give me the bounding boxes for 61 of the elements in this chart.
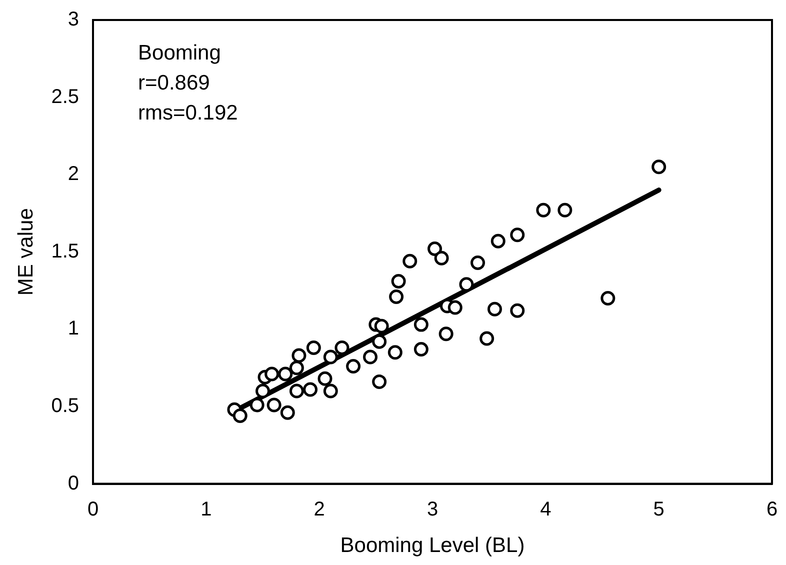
point — [266, 398, 282, 412]
point — [278, 366, 293, 382]
point — [652, 160, 666, 174]
point — [600, 291, 616, 306]
point — [334, 340, 350, 355]
x-tick-label: 0 — [87, 498, 99, 520]
point — [459, 277, 474, 292]
point — [256, 384, 270, 398]
point — [372, 374, 387, 390]
point — [434, 250, 449, 266]
point — [414, 317, 428, 332]
point — [264, 366, 280, 382]
point — [374, 318, 389, 334]
point — [323, 350, 338, 364]
point — [318, 371, 332, 386]
point — [438, 326, 454, 342]
point — [280, 405, 295, 420]
point — [303, 382, 318, 397]
x-tick-label: 2 — [314, 498, 325, 520]
point — [346, 359, 361, 374]
y-tick-label: 1.5 — [51, 240, 80, 262]
point — [391, 274, 406, 289]
point — [250, 398, 264, 412]
point — [306, 340, 321, 355]
point — [389, 289, 404, 304]
point — [414, 342, 428, 357]
point — [510, 228, 525, 242]
annotation: rms=0.192 — [138, 101, 238, 124]
x-tick-label: 1 — [200, 498, 212, 520]
point — [558, 202, 572, 218]
x-tick-label: 5 — [653, 498, 664, 520]
x-tick-label: 4 — [540, 498, 552, 520]
x-tick-label: 3 — [426, 498, 438, 520]
point — [510, 303, 525, 318]
point — [289, 360, 304, 376]
point — [323, 384, 338, 398]
y-tick-label: 2 — [68, 163, 80, 186]
annotation: r=0.869 — [138, 71, 210, 94]
point — [388, 345, 402, 360]
point — [232, 408, 248, 424]
annotation: Booming — [138, 41, 221, 64]
y-axis-title: ME value — [14, 208, 38, 296]
x-tick-label: 6 — [766, 498, 778, 520]
point — [470, 255, 486, 270]
point — [402, 254, 418, 268]
y-tick-label: 0 — [68, 472, 80, 494]
y-tick-label: 3 — [68, 8, 80, 31]
point — [292, 348, 306, 363]
point — [448, 300, 462, 315]
x-axis-title: Booming Level (BL) — [340, 534, 525, 558]
y-tick-label: 1 — [68, 318, 80, 340]
point — [480, 331, 494, 346]
point — [490, 234, 506, 248]
y-tick-label: 2.5 — [51, 86, 80, 108]
point — [428, 242, 442, 256]
point — [487, 302, 502, 316]
point — [289, 384, 304, 398]
point — [536, 202, 551, 218]
point — [363, 350, 378, 364]
y-tick-label: 0.5 — [51, 395, 80, 418]
point — [372, 334, 387, 349]
